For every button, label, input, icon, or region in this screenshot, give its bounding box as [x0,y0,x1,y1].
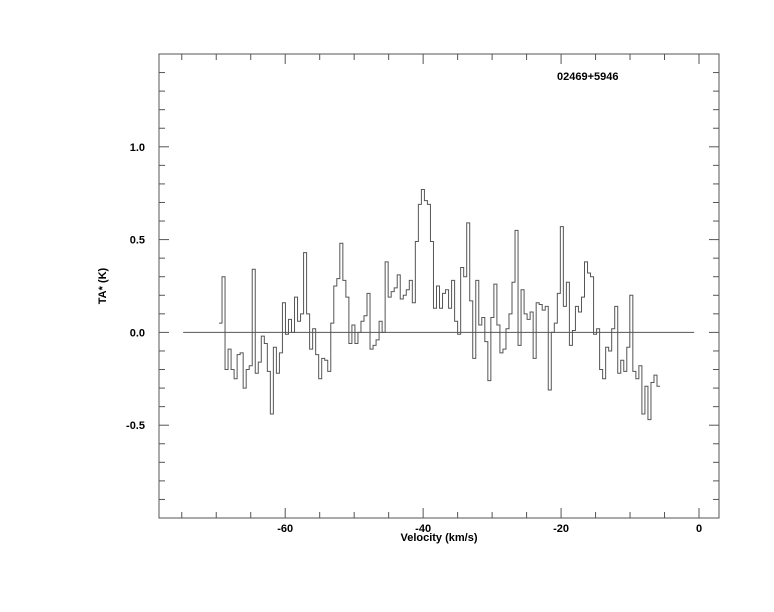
plot-frame [158,53,720,519]
x-tick-label: -60 [277,523,293,535]
spectrum-line [219,188,661,421]
x-axis-label: Velocity (km/s) [400,532,477,544]
y-tick-label: 1.0 [130,142,145,154]
chart-title: 02469+5946 [557,71,618,83]
y-tick-label: 0.0 [130,327,145,339]
x-tick-label: -40 [415,523,431,535]
axis-ticks [159,54,719,518]
y-tick-label: -0.5 [126,420,145,432]
y-axis-label: TA* (K) [97,267,109,304]
tick-labels: -60 -40 -20 0 -0.5 0.0 0.5 1.0 [126,142,702,535]
x-tick-label: -20 [553,523,569,535]
y-tick-label: 0.5 [130,235,145,247]
x-tick-label: 0 [696,523,702,535]
